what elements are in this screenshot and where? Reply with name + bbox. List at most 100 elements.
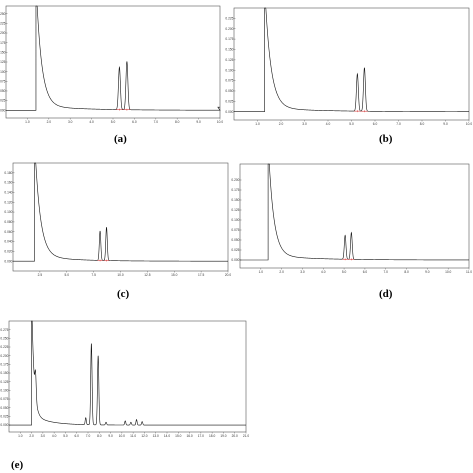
x-tick-label-a-0: 1.0: [25, 120, 30, 124]
x-tick-label-d-2: 3.0: [300, 270, 305, 274]
x-tick-label-c-1: 5.0: [65, 273, 70, 277]
y-tick-label-a-5: 0.125: [0, 60, 6, 64]
y-tick-label-e-8: 0.200: [0, 354, 8, 358]
x-tick-label-e-2: 3.0: [41, 434, 46, 438]
x-tick-label-c-4: 12.5: [144, 273, 150, 277]
y-tick-label-a-1: 0.025: [0, 99, 6, 103]
x-tick-label-a-3: 4.0: [89, 120, 94, 124]
y-tick-label-a-8: 0.200: [0, 31, 6, 35]
y-tick-label-e-7: 0.175: [0, 362, 8, 366]
y-tick-label-c-3: 0.060: [4, 230, 12, 234]
chart-panel-b: 0.000 0.025 0.050 0.075 0.100 0.125 0.150 0.175…: [225, 0, 473, 130]
chart-c: 0.000 0.020 0.040 0.060 0.080 0.100 0.120 0.140…: [4, 162, 231, 277]
y-tick-label-b-9: 0.225: [225, 16, 233, 20]
x-tick-label-e-17: 18.0: [209, 434, 215, 438]
y-tick-label-a-4: 0.100: [0, 70, 6, 74]
x-tick-label-a-7: 8.0: [175, 120, 180, 124]
chart-panel-a: 0.000 0.025 0.050 0.075 0.100 0.125 0.150 0.175…: [0, 0, 225, 124]
x-tick-label-e-3: 4.0: [52, 434, 57, 438]
plot-frame-e: [8, 320, 247, 433]
y-tick-label-b-3: 0.075: [225, 79, 233, 83]
x-tick-label-d-1: 2.0: [279, 270, 284, 274]
y-tick-label-c-4: 0.080: [4, 220, 12, 224]
y-tick-label-d-5: 0.125: [231, 208, 239, 212]
x-tick-label-b-6: 7.0: [396, 122, 401, 126]
y-tick-label-e-11: 0.275: [0, 328, 8, 332]
plot-frame-b: [233, 7, 470, 121]
y-tick-label-a-9: 0.225: [0, 21, 6, 25]
x-tick-label-b-7: 8.0: [420, 122, 425, 126]
y-tick-label-e-4: 0.100: [0, 388, 8, 392]
x-tick-label-e-7: 8.0: [97, 434, 102, 438]
panel-label-a: (a): [114, 133, 127, 145]
y-tick-label-a-7: 0.175: [0, 41, 6, 45]
y-tick-label-a-10: 0.250: [0, 12, 6, 16]
x-tick-label-a-8: 9.0: [196, 120, 201, 124]
y-tick-label-d-6: 0.150: [231, 198, 239, 202]
chart-a: 0.000 0.025 0.050 0.075 0.100 0.125 0.150 0.175…: [0, 5, 223, 124]
x-tick-label-d-9: 10.0: [445, 270, 451, 274]
x-tick-label-c-5: 15.0: [171, 273, 177, 277]
x-tick-label-a-4: 5.0: [111, 120, 116, 124]
y-tick-label-d-7: 0.175: [231, 188, 239, 192]
y-tick-label-e-5: 0.125: [0, 380, 8, 384]
x-tick-label-d-10: 11.0: [466, 270, 472, 274]
y-tick-label-a-2: 0.050: [0, 89, 6, 93]
y-tick-label-b-6: 0.150: [225, 48, 233, 52]
signal-trace-a: [6, 5, 221, 111]
x-tick-label-d-6: 7.0: [384, 270, 389, 274]
x-tick-label-d-3: 4.0: [321, 270, 326, 274]
x-tick-label-d-4: 5.0: [342, 270, 347, 274]
y-tick-label-a-3: 0.075: [0, 79, 6, 83]
x-tick-label-e-9: 10.0: [119, 434, 125, 438]
y-tick-label-b-2: 0.050: [225, 89, 233, 93]
plot-frame-d: [239, 163, 470, 269]
y-tick-label-a-6: 0.150: [0, 50, 6, 54]
chart-e: 0.000 0.025 0.050 0.075 0.100 0.125 0.150 0.175…: [0, 320, 249, 438]
chart-b: 0.000 0.025 0.050 0.075 0.100 0.125 0.150 0.175…: [225, 7, 472, 126]
y-tick-label-c-9: 0.180: [4, 171, 12, 175]
y-tick-label-d-1: 0.025: [231, 248, 239, 252]
x-tick-label-e-16: 17.0: [198, 434, 204, 438]
x-tick-label-e-19: 20.0: [232, 434, 238, 438]
y-tick-label-e-2: 0.050: [0, 406, 8, 410]
y-tick-label-b-8: 0.200: [225, 27, 233, 31]
y-tick-label-d-4: 0.100: [231, 218, 239, 222]
y-tick-label-e-10: 0.250: [0, 336, 8, 340]
x-tick-label-c-2: 7.5: [91, 273, 96, 277]
x-tick-label-e-12: 13.0: [153, 434, 159, 438]
signal-trace-d: [240, 163, 469, 261]
x-tick-label-e-15: 16.0: [186, 434, 192, 438]
x-tick-label-e-13: 14.0: [164, 434, 170, 438]
plot-frame-c: [12, 162, 229, 272]
y-tick-label-b-1: 0.025: [225, 99, 233, 103]
y-tick-label-b-0: 0.000: [225, 110, 233, 114]
x-tick-label-d-0: 1.0: [259, 270, 264, 274]
y-tick-label-e-3: 0.075: [0, 397, 8, 401]
y-tick-label-c-6: 0.120: [4, 200, 12, 204]
chart-panel-e: 0.000 0.025 0.050 0.075 0.100 0.125 0.150 0.175…: [0, 315, 250, 443]
x-tick-label-c-0: 2.5: [38, 273, 43, 277]
x-tick-label-a-9: 10.0: [217, 120, 223, 124]
x-tick-label-e-14: 15.0: [175, 434, 181, 438]
x-tick-label-e-11: 12.0: [141, 434, 147, 438]
chart-panel-c: 0.000 0.020 0.040 0.060 0.080 0.100 0.120 0.140…: [0, 155, 232, 280]
y-tick-label-c-2: 0.040: [4, 240, 12, 244]
signal-trace-c: [13, 162, 228, 262]
x-tick-label-a-6: 7.0: [154, 120, 159, 124]
y-tick-label-b-7: 0.175: [225, 37, 233, 41]
y-tick-label-c-0: 0.000: [4, 259, 12, 263]
x-tick-label-e-4: 5.0: [63, 434, 68, 438]
x-tick-label-e-1: 2.0: [29, 434, 34, 438]
x-tick-label-d-8: 9.0: [425, 270, 430, 274]
x-tick-label-d-7: 8.0: [404, 270, 409, 274]
x-tick-label-c-6: 17.5: [198, 273, 204, 277]
signal-trace-e: [9, 320, 246, 426]
x-tick-label-b-1: 2.0: [279, 122, 284, 126]
y-tick-label-c-5: 0.100: [4, 210, 12, 214]
x-tick-label-b-8: 9.0: [443, 122, 448, 126]
chart-panel-d: 0.000 0.025 0.050 0.075 0.100 0.125 0.150 0.175…: [231, 158, 473, 278]
x-tick-label-e-0: 1.0: [18, 434, 23, 438]
y-tick-label-b-4: 0.100: [225, 68, 233, 72]
x-tick-label-c-7: 20.0: [225, 273, 231, 277]
